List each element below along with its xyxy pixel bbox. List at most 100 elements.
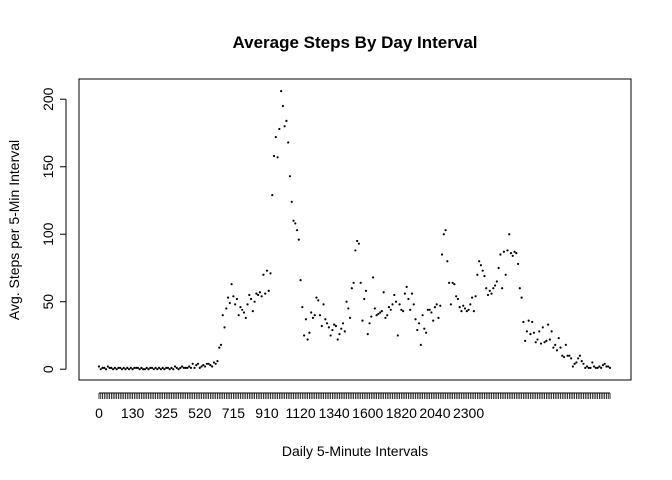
data-point bbox=[440, 253, 444, 256]
x-tick-label: 1120 bbox=[286, 405, 316, 421]
data-point bbox=[143, 368, 147, 371]
data-point bbox=[359, 281, 362, 284]
data-point bbox=[577, 357, 580, 360]
data-point bbox=[195, 364, 198, 367]
data-point bbox=[377, 312, 380, 315]
data-point bbox=[255, 292, 258, 295]
data-point bbox=[483, 274, 486, 278]
data-point bbox=[430, 311, 433, 314]
y-axis: 0 50 100 150 200 bbox=[40, 87, 67, 373]
data-point bbox=[115, 368, 118, 371]
data-point bbox=[172, 368, 175, 371]
data-point bbox=[267, 289, 270, 293]
data-point bbox=[292, 219, 295, 222]
data-point bbox=[237, 314, 240, 317]
data-point bbox=[299, 279, 302, 282]
data-point bbox=[380, 310, 384, 313]
data-point bbox=[274, 135, 277, 139]
data-point bbox=[306, 338, 309, 341]
data-point bbox=[515, 252, 518, 255]
data-point bbox=[488, 289, 491, 293]
data-point bbox=[472, 310, 475, 313]
data-point bbox=[476, 273, 479, 276]
data-point bbox=[478, 260, 481, 263]
data-point bbox=[485, 287, 488, 290]
data-point bbox=[142, 368, 145, 371]
data-point bbox=[110, 366, 113, 369]
data-point bbox=[203, 365, 207, 368]
data-point bbox=[244, 316, 247, 320]
data-point bbox=[400, 308, 403, 311]
data-point bbox=[416, 328, 419, 332]
data-point bbox=[402, 310, 405, 313]
data-point bbox=[364, 289, 368, 293]
data-point bbox=[412, 303, 415, 306]
x-tick-label: 520 bbox=[188, 405, 212, 421]
data-point bbox=[112, 368, 115, 371]
data-point bbox=[458, 306, 461, 309]
data-point bbox=[442, 233, 445, 236]
data-point bbox=[529, 333, 532, 336]
data-point bbox=[127, 368, 131, 371]
data-point bbox=[303, 334, 306, 337]
x-tick-label: 715 bbox=[222, 405, 246, 421]
data-point bbox=[605, 365, 608, 368]
data-point bbox=[103, 366, 106, 369]
data-point bbox=[538, 330, 541, 333]
data-point bbox=[456, 297, 460, 301]
data-point bbox=[147, 368, 150, 371]
data-point bbox=[202, 364, 205, 367]
data-point bbox=[338, 333, 341, 336]
data-point bbox=[532, 331, 536, 334]
data-point bbox=[135, 366, 138, 369]
data-point bbox=[315, 296, 318, 299]
x-axis: 0 130 325 520 715 910 1120 1340 1600 1820 2040 2300 bbox=[95, 392, 611, 421]
data-point bbox=[398, 303, 401, 306]
data-point bbox=[366, 333, 369, 336]
data-point bbox=[198, 366, 201, 369]
data-point bbox=[269, 272, 272, 275]
data-point bbox=[425, 331, 428, 334]
data-point bbox=[154, 366, 157, 369]
data-point bbox=[536, 338, 539, 341]
data-point bbox=[184, 366, 187, 369]
data-point bbox=[363, 297, 366, 301]
data-point bbox=[295, 229, 299, 232]
data-point bbox=[428, 308, 431, 311]
data-point bbox=[230, 283, 233, 286]
data-point bbox=[433, 306, 437, 309]
data-point bbox=[375, 314, 378, 317]
data-point bbox=[258, 291, 261, 294]
data-point bbox=[352, 281, 355, 284]
data-point bbox=[463, 307, 467, 310]
data-point bbox=[607, 365, 610, 368]
data-point bbox=[584, 366, 587, 369]
data-point bbox=[228, 301, 231, 305]
data-point bbox=[322, 303, 325, 306]
data-point bbox=[548, 338, 551, 341]
data-point bbox=[290, 200, 293, 203]
data-point bbox=[294, 222, 297, 225]
data-point bbox=[570, 357, 573, 360]
data-point bbox=[389, 308, 392, 311]
data-point bbox=[582, 362, 585, 365]
y-tick-label: 50 bbox=[40, 294, 56, 310]
y-tick-label: 100 bbox=[40, 222, 56, 246]
data-point bbox=[340, 327, 343, 330]
data-point bbox=[350, 287, 353, 290]
data-point bbox=[547, 323, 550, 326]
data-point bbox=[161, 366, 164, 369]
data-point bbox=[329, 334, 332, 337]
data-point bbox=[524, 339, 527, 342]
data-point bbox=[126, 366, 129, 369]
data-point bbox=[170, 366, 173, 369]
data-point bbox=[439, 304, 442, 307]
data-point bbox=[598, 365, 601, 368]
data-point bbox=[149, 366, 152, 369]
x-tick-label: 0 bbox=[95, 405, 103, 421]
data-point bbox=[264, 292, 267, 295]
data-point bbox=[246, 303, 249, 306]
data-point bbox=[186, 366, 189, 369]
data-point bbox=[469, 303, 472, 306]
